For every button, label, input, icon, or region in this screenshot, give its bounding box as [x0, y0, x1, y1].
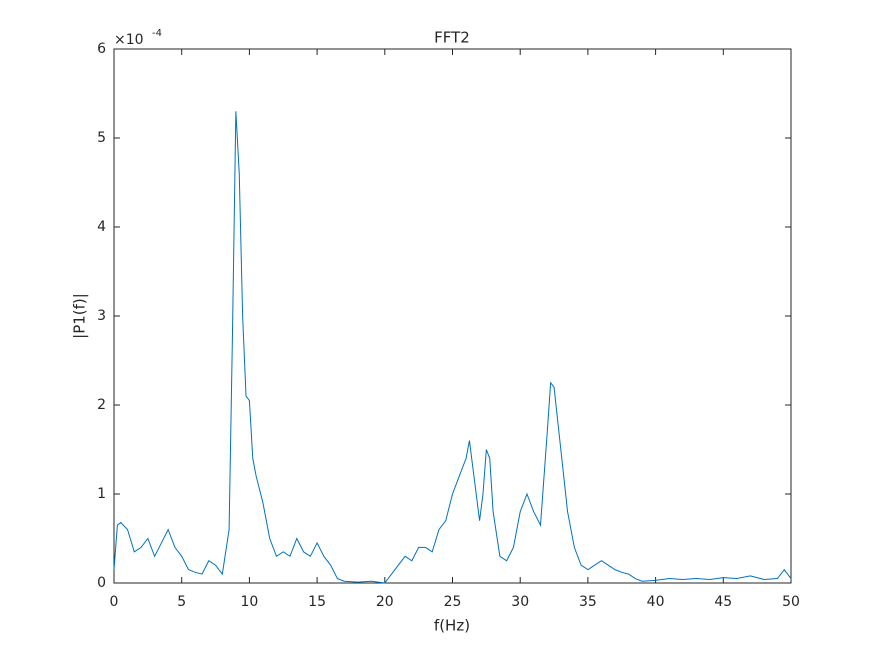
y-tick-label: 0 — [97, 575, 106, 591]
y-tick-label: 3 — [97, 308, 106, 324]
x-tick-label: 10 — [240, 594, 258, 610]
chart-title: FFT2 — [434, 29, 470, 47]
x-tick-label: 40 — [647, 594, 665, 610]
y-axis-label: |P1(f)| — [71, 293, 89, 339]
y-multiplier: ×10 — [114, 32, 144, 48]
y-tick-label: 5 — [97, 130, 106, 146]
line-series — [113, 111, 792, 584]
x-tick-label: 30 — [511, 594, 529, 610]
x-tick-label: 50 — [782, 594, 800, 610]
x-axis-label: f(Hz) — [434, 617, 470, 635]
y-tick-label: 1 — [97, 486, 106, 502]
y-tick-label: 2 — [97, 397, 106, 413]
x-tick-label: 0 — [110, 594, 119, 610]
x-tick-label: 20 — [376, 594, 394, 610]
x-tick-label: 25 — [444, 594, 462, 610]
x-tick-label: 35 — [579, 594, 597, 610]
y-tick-label: 4 — [97, 219, 106, 235]
plot-box — [113, 48, 792, 584]
x-tick-label: 45 — [714, 594, 732, 610]
y-tick-label: 6 — [97, 41, 106, 57]
x-tick-label: 15 — [308, 594, 326, 610]
x-tick-label: 5 — [177, 594, 186, 610]
y-exponent: -4 — [152, 28, 162, 39]
